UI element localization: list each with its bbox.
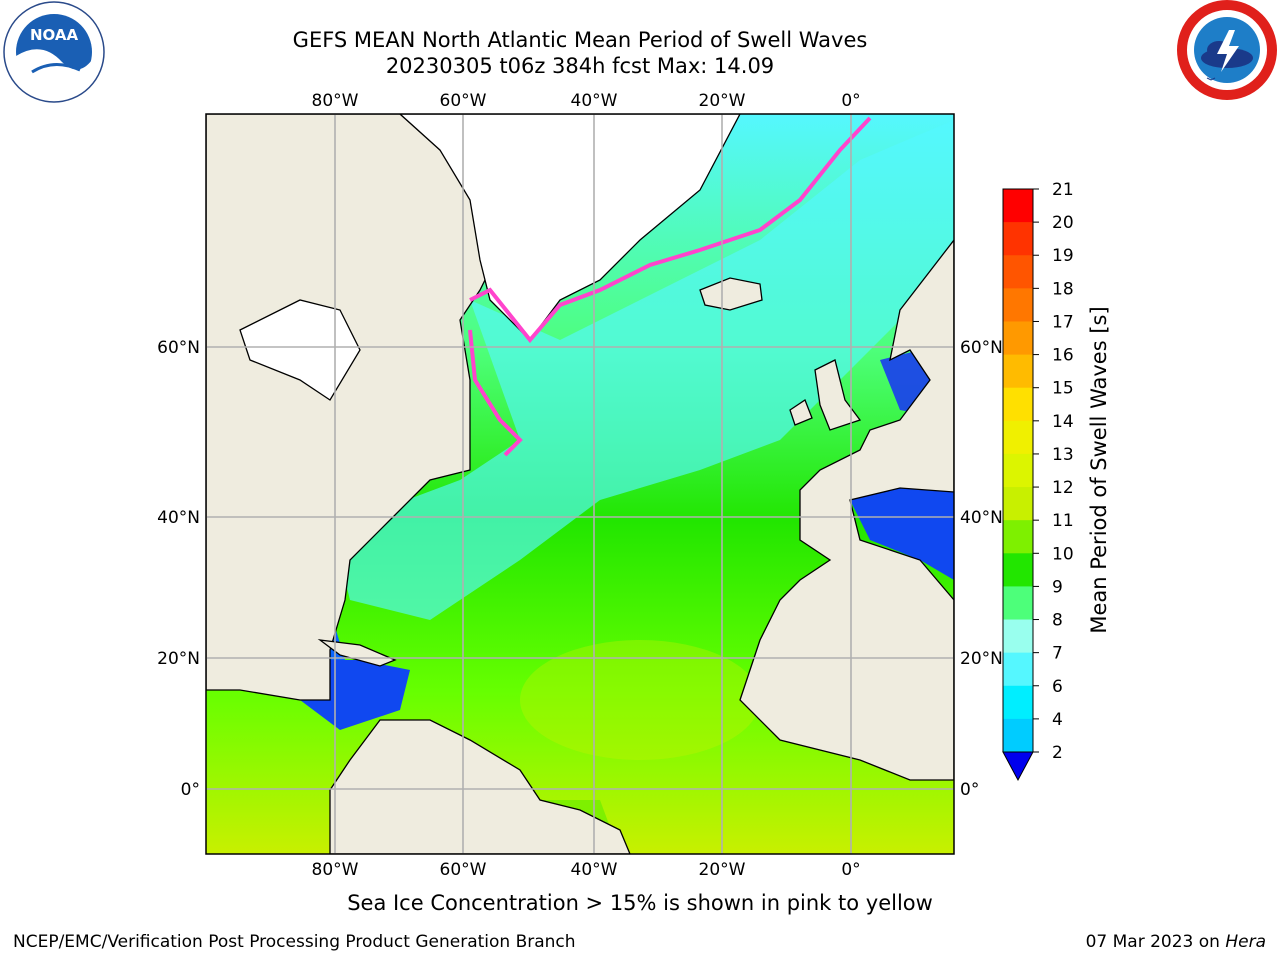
lon-label-top: 20°W — [699, 91, 746, 111]
lon-label-bottom: 20°W — [699, 860, 746, 880]
colorbar-segment — [1003, 487, 1033, 521]
map-gridlines — [206, 114, 954, 854]
land-hudson-bay — [239, 299, 361, 401]
lat-label-right: 40°N — [960, 508, 1003, 528]
colorbar-label: Mean Period of Swell Waves [s] — [1087, 306, 1111, 633]
colorbar-tick-label: 2 — [1052, 743, 1063, 763]
colorbar-tick-label: 20 — [1052, 213, 1074, 233]
lat-label-right: 0° — [960, 780, 979, 800]
colorbar-tick-label: 18 — [1052, 279, 1074, 299]
colorbar-segment — [1003, 586, 1033, 621]
colorbar-segment — [1003, 520, 1033, 554]
colorbar-segment — [1003, 321, 1033, 356]
colorbar-segment — [1003, 222, 1033, 256]
lat-label-left: 0° — [181, 780, 200, 800]
nws-logo — [1177, 0, 1277, 100]
chart-subtitle: 20230305 t06z 384h fcst Max: 14.09 — [385, 54, 775, 78]
colorbar-tick-label: 4 — [1052, 710, 1063, 730]
sea-ice-edge — [469, 116, 872, 344]
colorbar-tick-label: 14 — [1052, 412, 1074, 432]
colorbar-frame — [1002, 188, 1034, 753]
colorbar-segment — [1003, 189, 1033, 223]
colorbar-segment — [1003, 387, 1033, 422]
mediterranean-low-period — [850, 488, 954, 580]
colorbar-tick-label: 11 — [1052, 511, 1074, 531]
swell-band-short — [340, 120, 954, 620]
lat-label-left: 40°N — [157, 508, 200, 528]
colorbar-tick-label: 6 — [1052, 677, 1063, 697]
map-frame — [205, 113, 955, 855]
land-south-america — [329, 719, 631, 854]
lat-label-left: 20°N — [157, 649, 200, 669]
chart-title: GEFS MEAN North Atlantic Mean Period of … — [292, 28, 868, 52]
colorbar-segment — [1003, 288, 1033, 322]
colorbar-tick-label: 15 — [1052, 379, 1074, 399]
colorbar-segment — [1003, 652, 1033, 687]
colorbar: 21 20 19 18 17 16 15 14 13 12 11 10 9 8 7 6 4 2 — [1002, 180, 1074, 782]
colorbar-segment — [1003, 354, 1033, 389]
colorbar-tick-label: 8 — [1052, 611, 1063, 631]
colorbar-tick-label: 9 — [1052, 577, 1063, 597]
colorbar-segment — [1003, 718, 1033, 753]
machine-name: Hera — [1225, 932, 1266, 952]
colorbar-segment — [1003, 420, 1033, 455]
long-period-patch — [520, 640, 760, 760]
colorbar-tick-label: 7 — [1052, 644, 1063, 664]
lat-label-left: 60°N — [157, 338, 200, 358]
colorbar-tick-label: 16 — [1052, 346, 1074, 366]
colorbar-extend-triangle — [1002, 751, 1034, 782]
lon-label-bottom: 0° — [841, 860, 860, 880]
lon-label-top: 60°W — [440, 91, 487, 111]
lat-label-right: 60°N — [960, 338, 1003, 358]
noaa-logo: NOAA — [3, 1, 105, 103]
lat-label-right: 20°N — [960, 649, 1003, 669]
noaa-logo-text: NOAA — [30, 26, 79, 44]
map-area — [206, 114, 954, 854]
colorbar-tick-label: 21 — [1052, 180, 1074, 200]
credit-text: NCEP/EMC/Verification Post Processing Pr… — [13, 932, 576, 952]
colorbar-tick-label: 19 — [1052, 246, 1074, 266]
colorbar-tick-label: 12 — [1052, 478, 1074, 498]
colorbar-segment — [1003, 255, 1033, 289]
land-iceland — [699, 277, 763, 311]
lon-label-bottom: 40°W — [571, 860, 618, 880]
lon-label-top: 80°W — [312, 91, 359, 111]
colorbar-tick-label: 17 — [1052, 312, 1074, 332]
lon-label-top: 0° — [841, 91, 860, 111]
lon-label-top: 40°W — [571, 91, 618, 111]
land-ireland — [789, 399, 813, 426]
land-great-britain — [814, 359, 862, 431]
colorbar-tick-label: 13 — [1052, 445, 1074, 465]
land-caribbean-islands — [317, 639, 397, 667]
lon-label-bottom: 60°W — [440, 860, 487, 880]
colorbar-segment — [1003, 553, 1033, 587]
land-europe-africa — [739, 238, 954, 781]
date-text: 07 Mar 2023 on — [1085, 932, 1220, 952]
sea-ice-note: Sea Ice Concentration > 15% is shown in … — [347, 891, 933, 915]
colorbar-segment — [1003, 453, 1033, 488]
colorbar-segment — [1003, 685, 1033, 720]
lon-label-bottom: 80°W — [312, 860, 359, 880]
colorbar-tick-label: 10 — [1052, 544, 1074, 564]
sea-ice-edge-labrador — [468, 329, 523, 457]
colorbar-segment — [1003, 619, 1033, 654]
date-stamp: 07 Mar 2023 on Hera — [1086, 932, 1266, 952]
